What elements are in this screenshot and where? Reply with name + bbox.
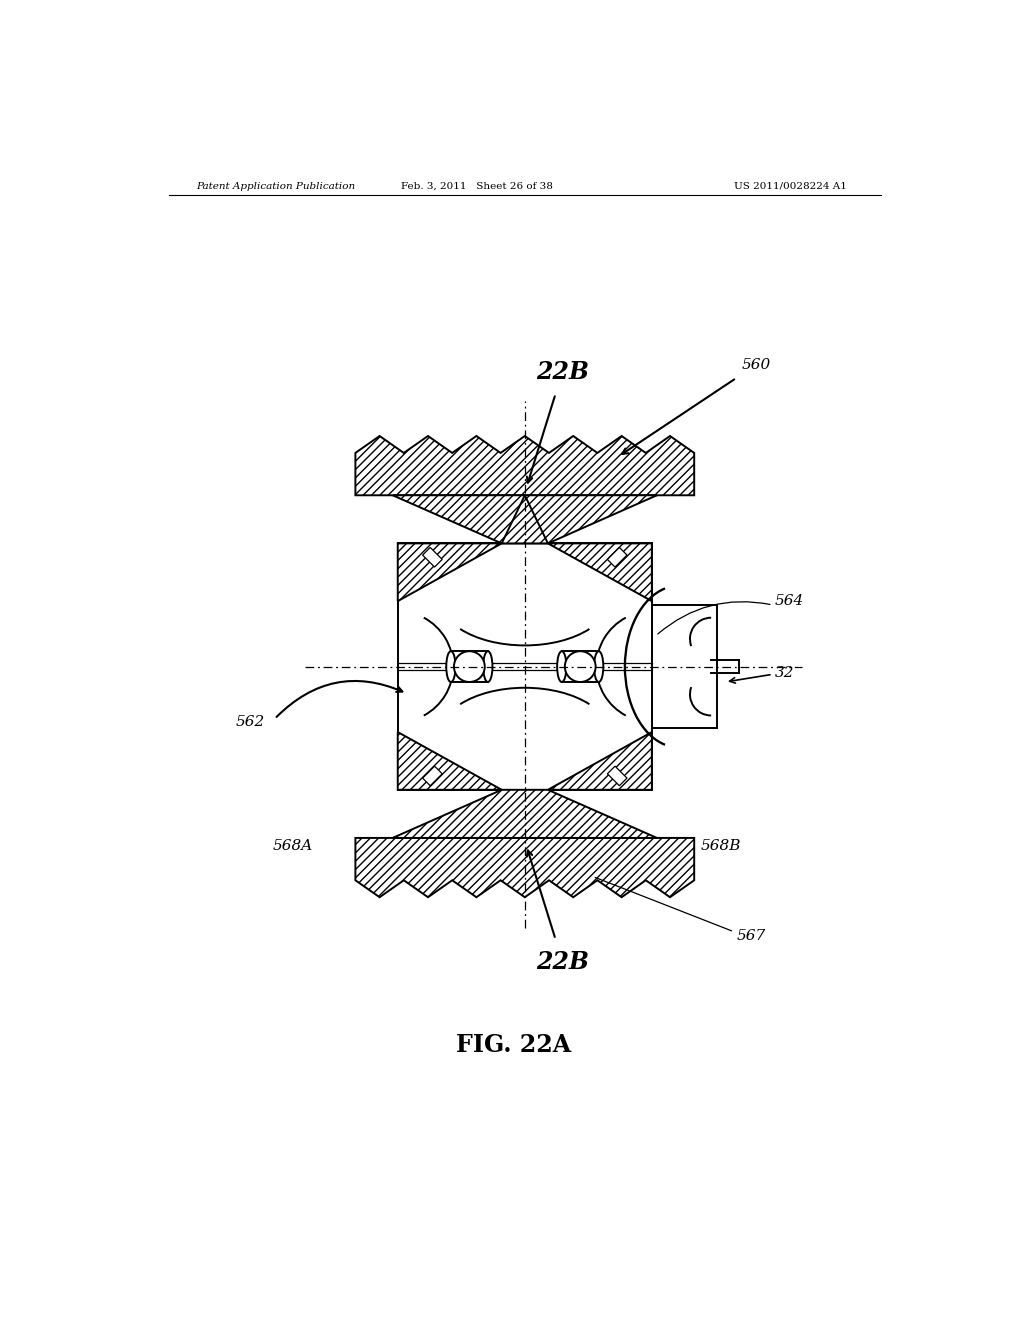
Text: FIG. 22A: FIG. 22A <box>456 1034 570 1057</box>
Text: 560: 560 <box>742 358 771 372</box>
Polygon shape <box>607 766 627 785</box>
Polygon shape <box>548 544 652 601</box>
Text: 562: 562 <box>237 715 265 729</box>
Text: 568B: 568B <box>700 840 740 854</box>
Polygon shape <box>392 789 657 838</box>
Polygon shape <box>502 495 548 544</box>
Text: 22B: 22B <box>537 949 590 974</box>
Polygon shape <box>423 548 442 568</box>
Text: 568A: 568A <box>272 840 313 854</box>
Text: Feb. 3, 2011   Sheet 26 of 38: Feb. 3, 2011 Sheet 26 of 38 <box>401 182 553 190</box>
Text: US 2011/0028224 A1: US 2011/0028224 A1 <box>734 182 847 190</box>
Polygon shape <box>392 495 657 544</box>
Ellipse shape <box>594 651 603 682</box>
Ellipse shape <box>565 651 596 682</box>
Ellipse shape <box>557 651 566 682</box>
Text: 22B: 22B <box>537 359 590 384</box>
Ellipse shape <box>446 651 456 682</box>
Polygon shape <box>423 766 442 785</box>
Polygon shape <box>397 544 502 601</box>
Bar <box>397 544 652 789</box>
Text: 567: 567 <box>736 929 766 942</box>
Polygon shape <box>607 548 627 568</box>
Polygon shape <box>397 733 502 789</box>
Text: 564: 564 <box>775 594 804 609</box>
Polygon shape <box>355 838 694 898</box>
Ellipse shape <box>454 651 484 682</box>
Polygon shape <box>355 436 694 495</box>
Bar <box>652 605 717 729</box>
Polygon shape <box>548 733 652 789</box>
Text: 32: 32 <box>775 665 795 680</box>
Text: Patent Application Publication: Patent Application Publication <box>196 182 355 190</box>
Ellipse shape <box>483 651 493 682</box>
